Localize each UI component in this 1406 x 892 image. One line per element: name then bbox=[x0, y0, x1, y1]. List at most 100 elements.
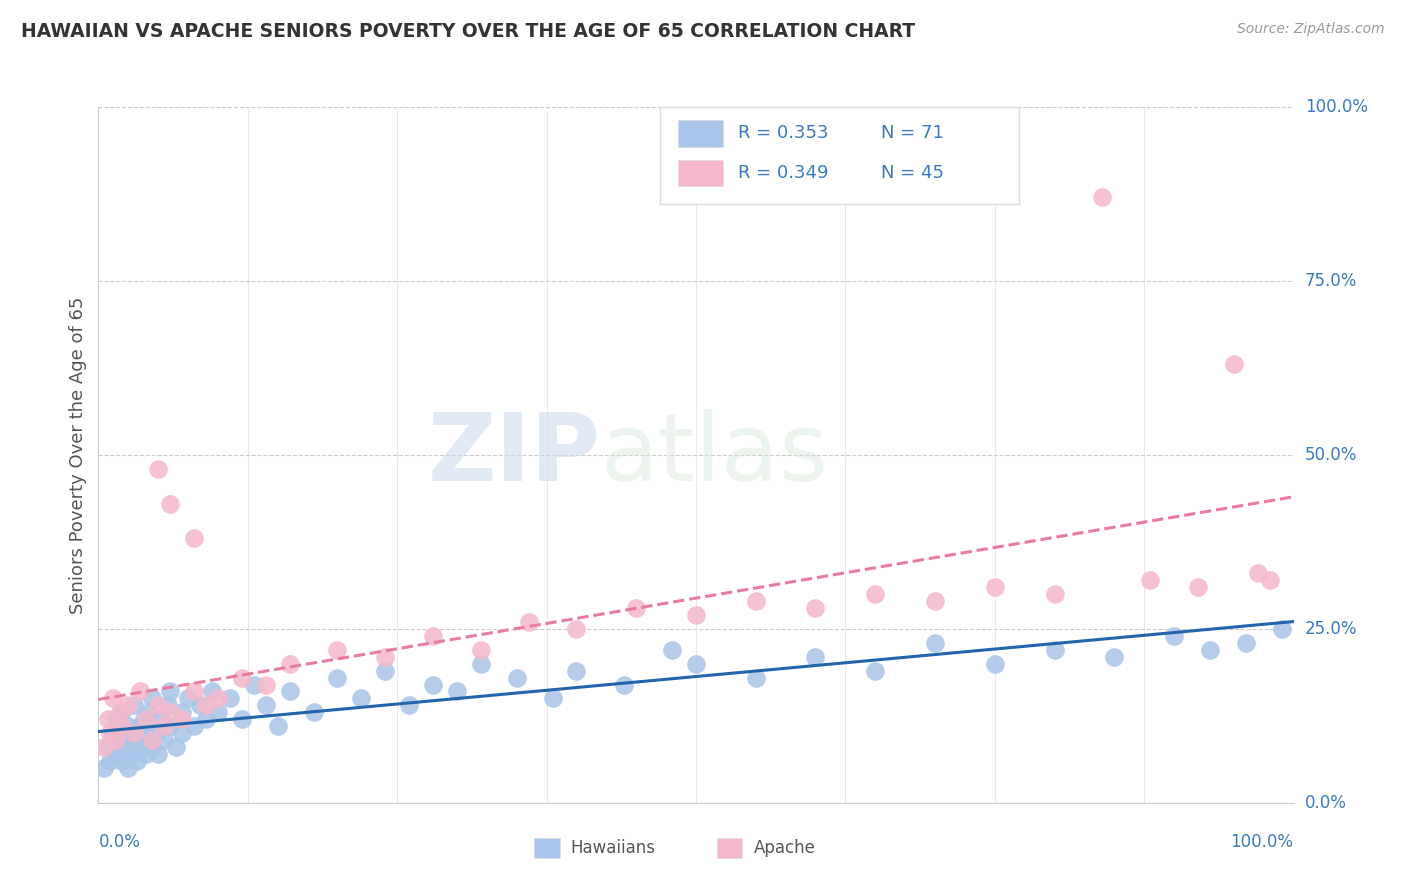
Point bbox=[153, 719, 176, 733]
Point bbox=[129, 684, 152, 698]
Point bbox=[983, 657, 1005, 671]
Point bbox=[111, 754, 134, 768]
Point bbox=[138, 706, 160, 720]
Point bbox=[172, 706, 194, 720]
Point bbox=[565, 664, 588, 678]
Text: 0.0%: 0.0% bbox=[1305, 794, 1347, 812]
Point bbox=[446, 684, 468, 698]
Point bbox=[117, 761, 139, 775]
Point bbox=[148, 698, 170, 713]
Text: Source: ZipAtlas.com: Source: ZipAtlas.com bbox=[1237, 22, 1385, 37]
Point bbox=[374, 664, 396, 678]
Point bbox=[159, 497, 181, 511]
Text: N = 71: N = 71 bbox=[882, 125, 943, 143]
Point bbox=[101, 691, 124, 706]
Point bbox=[207, 706, 229, 720]
Point bbox=[254, 677, 277, 691]
Text: N = 45: N = 45 bbox=[882, 164, 945, 182]
Point bbox=[422, 677, 444, 691]
Point bbox=[398, 698, 420, 713]
Point bbox=[124, 726, 146, 740]
Text: 100.0%: 100.0% bbox=[1230, 833, 1294, 851]
Point bbox=[132, 712, 155, 726]
Point bbox=[745, 671, 768, 685]
Point bbox=[267, 719, 290, 733]
Point bbox=[188, 698, 211, 713]
Text: 25.0%: 25.0% bbox=[1305, 620, 1357, 638]
Point bbox=[165, 740, 187, 755]
Point bbox=[470, 642, 492, 657]
Point bbox=[613, 677, 636, 691]
Point bbox=[105, 747, 128, 761]
Point bbox=[207, 691, 229, 706]
Point bbox=[105, 733, 128, 747]
Y-axis label: Seniors Poverty Over the Age of 65: Seniors Poverty Over the Age of 65 bbox=[69, 296, 87, 614]
Point bbox=[745, 594, 768, 608]
Point bbox=[1198, 642, 1220, 657]
Point bbox=[1246, 566, 1268, 581]
Point bbox=[326, 671, 349, 685]
Point bbox=[135, 747, 157, 761]
Point bbox=[278, 657, 301, 671]
Bar bbox=[678, 120, 724, 146]
Point bbox=[98, 726, 122, 740]
Point bbox=[101, 726, 124, 740]
Point bbox=[231, 712, 253, 726]
Point bbox=[111, 706, 134, 720]
Point bbox=[117, 719, 139, 733]
Point bbox=[194, 712, 217, 726]
Point bbox=[97, 740, 120, 755]
Text: Hawaiians: Hawaiians bbox=[571, 839, 655, 857]
Point bbox=[156, 698, 179, 713]
Point bbox=[135, 726, 157, 740]
Text: atlas: atlas bbox=[600, 409, 828, 501]
Point bbox=[159, 706, 181, 720]
Point bbox=[350, 691, 373, 706]
Point bbox=[1163, 629, 1185, 643]
Point bbox=[685, 607, 707, 622]
Point bbox=[243, 677, 266, 691]
Point bbox=[141, 733, 163, 747]
Point bbox=[624, 601, 647, 615]
Point bbox=[1258, 573, 1281, 587]
Point bbox=[278, 684, 301, 698]
Point bbox=[105, 712, 128, 726]
Point bbox=[924, 636, 946, 650]
Point bbox=[124, 698, 146, 713]
Point bbox=[159, 719, 181, 733]
Point bbox=[183, 684, 205, 698]
Point bbox=[97, 712, 120, 726]
Point bbox=[148, 747, 170, 761]
Point bbox=[231, 671, 253, 685]
Point bbox=[804, 601, 827, 615]
Point bbox=[183, 532, 205, 546]
Point bbox=[125, 754, 148, 768]
Point bbox=[172, 726, 194, 740]
Point bbox=[108, 733, 131, 747]
Point bbox=[1222, 358, 1246, 372]
Point bbox=[121, 747, 143, 761]
Point bbox=[201, 684, 224, 698]
Point bbox=[111, 719, 134, 733]
Point bbox=[302, 706, 325, 720]
Text: 0.0%: 0.0% bbox=[98, 833, 141, 851]
Point bbox=[117, 698, 139, 713]
Point bbox=[108, 706, 131, 720]
Point bbox=[135, 712, 157, 726]
Point bbox=[1091, 190, 1114, 204]
Point bbox=[129, 740, 152, 755]
Point bbox=[804, 649, 827, 664]
Point bbox=[517, 615, 540, 629]
Point bbox=[1043, 587, 1066, 601]
Point bbox=[172, 712, 194, 726]
Point bbox=[685, 657, 707, 671]
Point bbox=[422, 629, 444, 643]
Point bbox=[153, 733, 176, 747]
Point bbox=[124, 733, 146, 747]
Point bbox=[194, 698, 217, 713]
Point bbox=[1102, 649, 1125, 664]
Point bbox=[1234, 636, 1257, 650]
Text: Apache: Apache bbox=[754, 839, 815, 857]
Point bbox=[924, 594, 946, 608]
Point bbox=[374, 649, 396, 664]
